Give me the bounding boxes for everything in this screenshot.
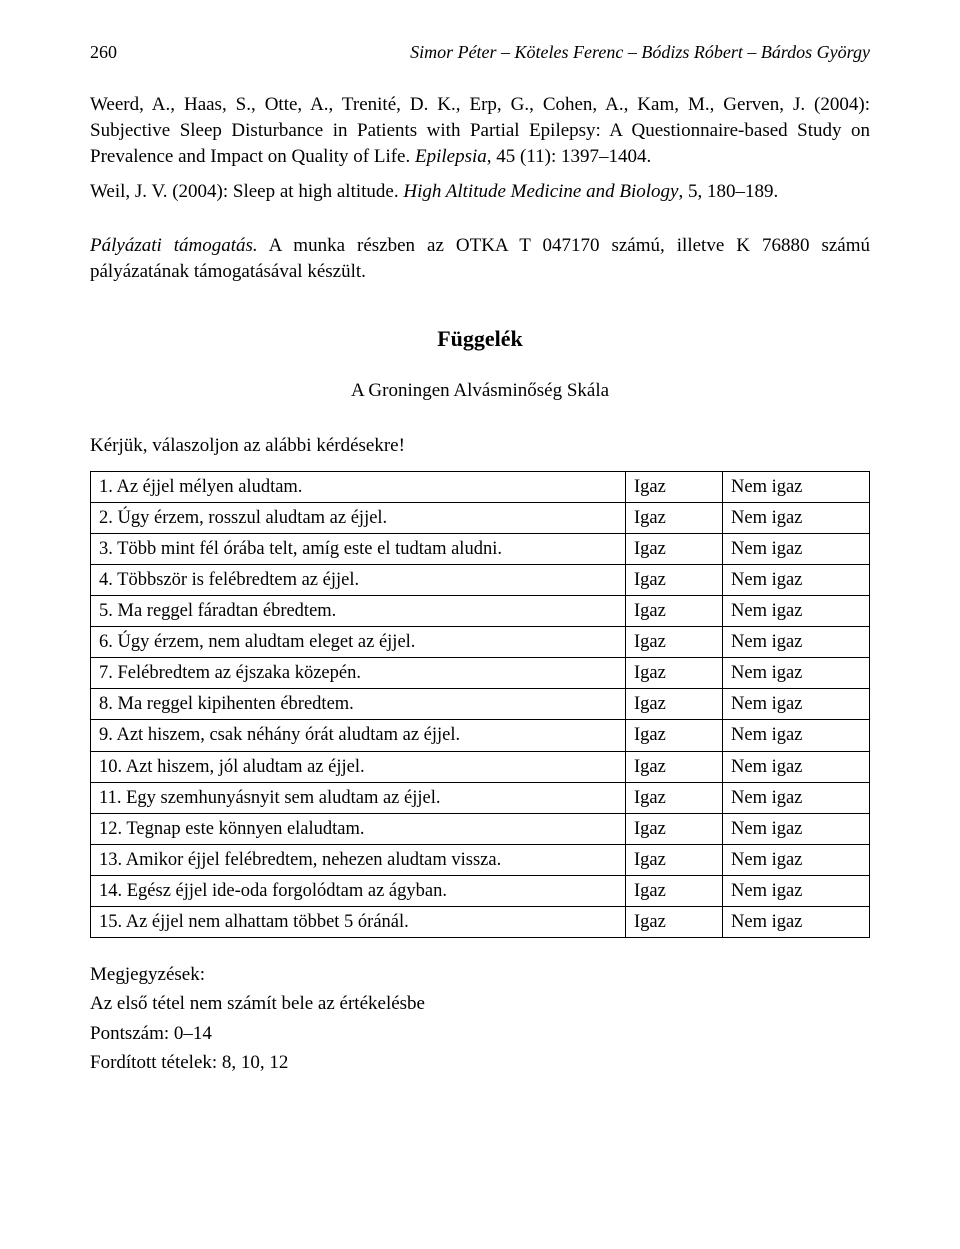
question-text: 7. Felébredtem az éjszaka közepén. [91,658,626,689]
answer-true: Igaz [626,720,723,751]
answer-false: Nem igaz [723,596,870,627]
question-text: 5. Ma reggel fáradtan ébredtem. [91,596,626,627]
table-row: 14. Egész éjjel ide-oda forgolódtam az á… [91,875,870,906]
table-row: 10. Azt hiszem, jól aludtam az éjjel.Iga… [91,751,870,782]
answer-true: Igaz [626,689,723,720]
table-row: 15. Az éjjel nem alhattam többet 5 óráná… [91,906,870,937]
answer-false: Nem igaz [723,844,870,875]
ref-journal: Epilepsia [415,146,487,167]
notes-line-2: Pontszám: 0–14 [90,1019,870,1048]
answer-true: Igaz [626,782,723,813]
table-row: 13. Amikor éjjel felébredtem, nehezen al… [91,844,870,875]
table-row: 11. Egy szemhunyásnyit sem aludtam az éj… [91,782,870,813]
ref-journal: High Altitude Medicine and Biology [403,181,678,202]
ref-text-after: , 45 (11): 1397–1404. [487,146,651,167]
running-header: 260 Simor Péter – Köteles Ferenc – Bódiz… [90,40,870,64]
answer-true: Igaz [626,472,723,503]
answer-true: Igaz [626,844,723,875]
answer-false: Nem igaz [723,720,870,751]
answer-true: Igaz [626,906,723,937]
answer-true: Igaz [626,596,723,627]
question-text: 12. Tegnap este könnyen elaludtam. [91,813,626,844]
question-text: 13. Amikor éjjel felébredtem, nehezen al… [91,844,626,875]
table-row: 12. Tegnap este könnyen elaludtam.IgazNe… [91,813,870,844]
question-text: 6. Úgy érzem, nem aludtam eleget az éjje… [91,627,626,658]
notes-line-1: Az első tétel nem számít bele az értékel… [90,989,870,1018]
questionnaire-tbody: 1. Az éjjel mélyen aludtam.IgazNem igaz2… [91,472,870,938]
table-row: 8. Ma reggel kipihenten ébredtem.IgazNem… [91,689,870,720]
question-text: 10. Azt hiszem, jól aludtam az éjjel. [91,751,626,782]
answer-false: Nem igaz [723,875,870,906]
answer-true: Igaz [626,627,723,658]
answer-true: Igaz [626,875,723,906]
answer-false: Nem igaz [723,751,870,782]
answer-false: Nem igaz [723,813,870,844]
answer-false: Nem igaz [723,534,870,565]
answer-false: Nem igaz [723,503,870,534]
answer-false: Nem igaz [723,658,870,689]
ref-text-before: Weil, J. V. (2004): Sleep at high altitu… [90,181,403,202]
answer-true: Igaz [626,751,723,782]
answer-false: Nem igaz [723,627,870,658]
question-text: 2. Úgy érzem, rosszul aludtam az éjjel. [91,503,626,534]
questionnaire-table: 1. Az éjjel mélyen aludtam.IgazNem igaz2… [90,471,870,938]
table-row: 6. Úgy érzem, nem aludtam eleget az éjje… [91,627,870,658]
question-text: 11. Egy szemhunyásnyit sem aludtam az éj… [91,782,626,813]
question-text: 4. Többször is felébredtem az éjjel. [91,565,626,596]
table-row: 1. Az éjjel mélyen aludtam.IgazNem igaz [91,472,870,503]
question-text: 14. Egész éjjel ide-oda forgolódtam az á… [91,875,626,906]
answer-true: Igaz [626,534,723,565]
question-text: 8. Ma reggel kipihenten ébredtem. [91,689,626,720]
table-row: 5. Ma reggel fáradtan ébredtem.IgazNem i… [91,596,870,627]
question-text: 3. Több mint fél órába telt, amíg este e… [91,534,626,565]
funding-paragraph: Pályázati támogatás. A munka részben az … [90,233,870,284]
question-text: 9. Azt hiszem, csak néhány órát aludtam … [91,720,626,751]
reference-2: Weil, J. V. (2004): Sleep at high altitu… [90,179,870,205]
answer-false: Nem igaz [723,565,870,596]
page-number: 260 [90,40,117,64]
answer-true: Igaz [626,658,723,689]
appendix-subtitle: A Groningen Alvásminőség Skála [90,378,870,404]
notes-line-3: Fordított tételek: 8, 10, 12 [90,1048,870,1077]
notes-heading: Megjegyzések: [90,960,870,989]
answer-false: Nem igaz [723,472,870,503]
reference-1: Weerd, A., Haas, S., Otte, A., Trenité, … [90,92,870,169]
page: 260 Simor Péter – Köteles Ferenc – Bódiz… [0,0,960,1249]
table-row: 9. Azt hiszem, csak néhány órát aludtam … [91,720,870,751]
appendix-title: Függelék [90,324,870,354]
table-row: 7. Felébredtem az éjszaka közepén.IgazNe… [91,658,870,689]
answer-false: Nem igaz [723,782,870,813]
answer-false: Nem igaz [723,689,870,720]
funding-label: Pályázati támogatás. [90,235,258,256]
question-text: 1. Az éjjel mélyen aludtam. [91,472,626,503]
question-text: 15. Az éjjel nem alhattam többet 5 óráná… [91,906,626,937]
answer-false: Nem igaz [723,906,870,937]
table-row: 3. Több mint fél órába telt, amíg este e… [91,534,870,565]
answer-true: Igaz [626,503,723,534]
ref-text-after: , 5, 180–189. [678,181,778,202]
running-title: Simor Péter – Köteles Ferenc – Bódizs Ró… [410,40,870,64]
notes-block: Megjegyzések: Az első tétel nem számít b… [90,960,870,1078]
table-row: 4. Többször is felébredtem az éjjel.Igaz… [91,565,870,596]
appendix-instruction: Kérjük, válaszoljon az alábbi kérdésekre… [90,433,870,459]
answer-true: Igaz [626,813,723,844]
table-row: 2. Úgy érzem, rosszul aludtam az éjjel.I… [91,503,870,534]
answer-true: Igaz [626,565,723,596]
